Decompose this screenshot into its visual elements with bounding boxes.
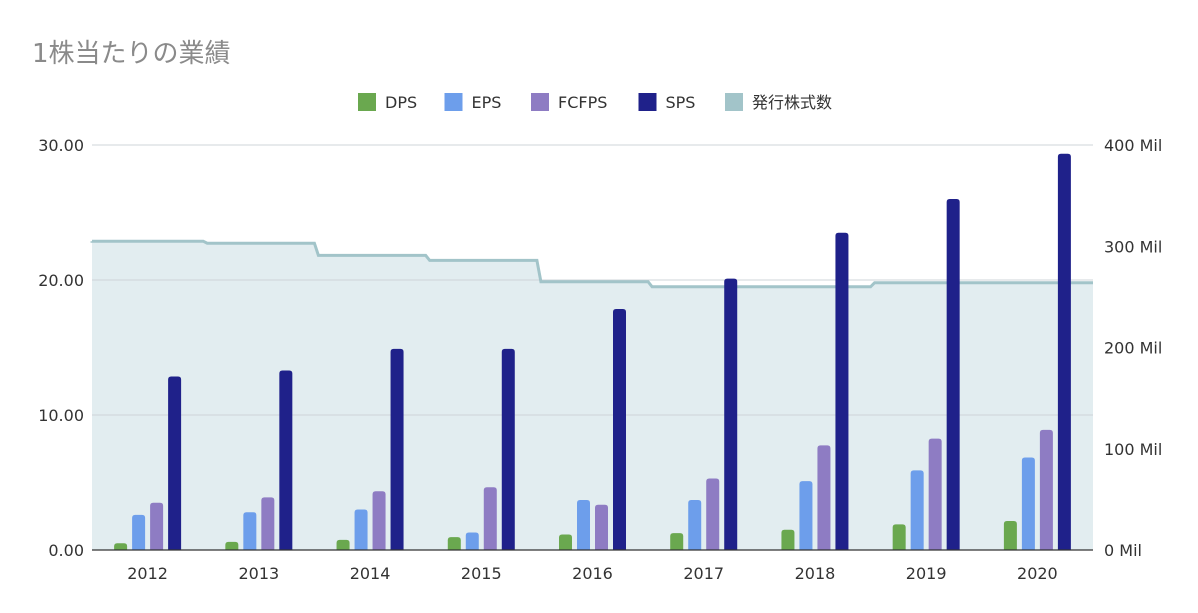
bar-eps-2014	[354, 509, 368, 550]
bar-fcfps-2012	[150, 502, 164, 550]
y-left-tick-label: 20.00	[38, 271, 84, 290]
y-left-tick-label: 0.00	[48, 541, 84, 560]
legend-label: 発行株式数	[752, 93, 832, 112]
bar-eps-2017	[688, 500, 702, 550]
bar-sps-2012	[168, 376, 182, 550]
y-right-tick-label: 0 Mil	[1104, 541, 1142, 560]
bar-eps-2018	[799, 481, 813, 550]
x-tick-label: 2017	[683, 564, 724, 583]
x-tick-label: 2020	[1017, 564, 1058, 583]
legend-label: FCFPS	[558, 93, 607, 112]
bar-sps-2020	[1057, 153, 1071, 550]
chart-title: 1株当たりの業績	[32, 39, 231, 69]
legend-label: EPS	[472, 93, 502, 112]
x-tick-label: 2018	[795, 564, 836, 583]
legend-swatch-2	[531, 93, 549, 111]
bar-dps-2016	[559, 534, 572, 550]
bar-dps-2015	[447, 537, 461, 550]
bar-eps-2013	[243, 512, 257, 550]
legend-swatch-0	[358, 93, 376, 111]
bar-sps-2014	[390, 348, 404, 550]
area-fill-shares-outstanding	[92, 241, 1093, 550]
y-right-tick-label: 100 Mil	[1104, 440, 1162, 459]
bar-fcfps-2016	[595, 504, 608, 550]
x-tick-label: 2015	[461, 564, 502, 583]
bar-eps-2019	[910, 470, 924, 550]
y-left-tick-label: 10.00	[38, 406, 84, 425]
x-tick-label: 2012	[127, 564, 168, 583]
bar-eps-2015	[465, 532, 479, 550]
area-line-shares-outstanding	[90, 239, 1093, 289]
bar-sps-2017	[724, 278, 738, 550]
y-right-tick-label: 200 Mil	[1104, 339, 1162, 358]
bar-fcfps-2020	[1039, 429, 1053, 550]
bar-fcfps-2014	[372, 491, 386, 550]
bar-fcfps-2017	[706, 478, 720, 550]
bar-eps-2012	[132, 514, 146, 550]
bar-sps-2018	[835, 232, 849, 550]
bar-sps-2016	[613, 309, 626, 550]
bar-fcfps-2018	[817, 445, 831, 550]
bar-dps-2020	[1003, 520, 1017, 550]
legend-swatch-3	[638, 93, 657, 111]
y-right-tick-label: 300 Mil	[1104, 237, 1162, 256]
bar-sps-2015	[501, 348, 515, 550]
x-tick-label: 2016	[572, 564, 613, 583]
legend-swatch-1	[444, 93, 463, 111]
plot-area: 0.00 10.00 20.00 30.00 0 Mil 100 Mil 200 Mil 30…	[38, 136, 1162, 583]
bar-fcfps-2015	[483, 487, 497, 550]
legend-swatch-4	[725, 93, 743, 111]
bar-sps-2019	[946, 199, 960, 550]
legend-label: DPS	[385, 93, 417, 112]
x-tick-label: 2014	[350, 564, 391, 583]
bar-eps-2020	[1021, 457, 1035, 550]
bar-eps-2016	[577, 500, 590, 550]
legend: DPS EPS FCFPS SPS 発行株式数	[358, 93, 832, 112]
bar-fcfps-2013	[261, 497, 275, 550]
bar-sps-2013	[279, 370, 293, 550]
bar-dps-2014	[336, 539, 350, 550]
x-tick-label: 2019	[906, 564, 947, 583]
y-left-tick-label: 30.00	[38, 136, 84, 155]
x-tick-label: 2013	[238, 564, 279, 583]
bar-dps-2019	[892, 524, 906, 550]
bar-dps-2018	[781, 529, 795, 550]
y-right-tick-label: 400 Mil	[1104, 136, 1162, 155]
bar-dps-2012	[114, 543, 128, 550]
bar-dps-2013	[225, 541, 239, 550]
bar-dps-2017	[670, 533, 684, 550]
legend-label: SPS	[666, 93, 696, 112]
bar-fcfps-2019	[928, 438, 942, 550]
